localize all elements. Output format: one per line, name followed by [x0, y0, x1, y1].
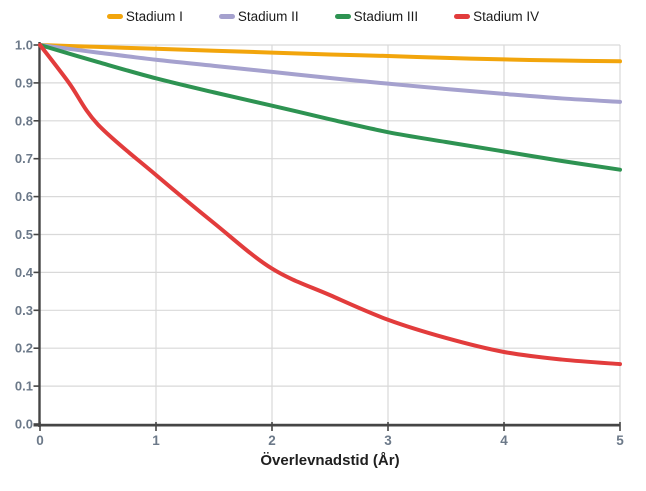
y-tick-label: 0.6 — [15, 189, 33, 204]
series-line-stadium-ii — [38, 43, 622, 104]
x-tick-label: 4 — [500, 433, 508, 448]
legend-label: Stadium II — [237, 9, 299, 24]
legend-item-stadium-i: Stadium I — [106, 8, 183, 25]
series-line-stadium-i — [38, 43, 622, 64]
series-line-stadium-iii — [38, 43, 622, 172]
y-tick-label: 0.0 — [15, 417, 33, 432]
legend-swatch-stadium-iii — [334, 14, 351, 19]
legend-item-stadium-iv: Stadium IV — [454, 8, 539, 25]
legend-swatch-stadium-iv — [454, 14, 471, 19]
y-tick-label: 1.0 — [15, 38, 33, 53]
x-axis-label: Överlevnadstid (År) — [260, 452, 400, 469]
y-tick-label: 0.8 — [15, 113, 33, 128]
legend-label: Stadium I — [125, 9, 183, 24]
legend-item-stadium-ii: Stadium II — [218, 8, 299, 25]
legend-swatch-stadium-i — [106, 14, 123, 19]
y-tick-label: 0.4 — [15, 265, 34, 280]
y-tick-label: 0.9 — [15, 75, 33, 90]
x-tick-label: 3 — [384, 433, 392, 448]
y-tick-label: 0.3 — [15, 303, 33, 318]
legend-item-stadium-iii: Stadium III — [334, 8, 419, 25]
x-tick-label: 0 — [36, 433, 44, 448]
legend: Stadium I Stadium II Stadium III Stadium IV — [0, 8, 646, 25]
y-tick-label: 0.7 — [15, 151, 33, 166]
y-tick-label: 0.1 — [15, 379, 33, 394]
x-tick-label: 5 — [616, 433, 624, 448]
x-tick-label: 1 — [152, 433, 160, 448]
series-line-stadium-iv — [38, 43, 622, 367]
legend-label: Stadium IV — [473, 9, 540, 24]
y-tick-label: 0.5 — [15, 227, 33, 242]
y-tick-label: 0.2 — [15, 341, 33, 356]
legend-swatch-stadium-ii — [218, 14, 235, 19]
legend-label: Stadium III — [353, 9, 419, 24]
x-tick-label: 2 — [268, 433, 276, 448]
